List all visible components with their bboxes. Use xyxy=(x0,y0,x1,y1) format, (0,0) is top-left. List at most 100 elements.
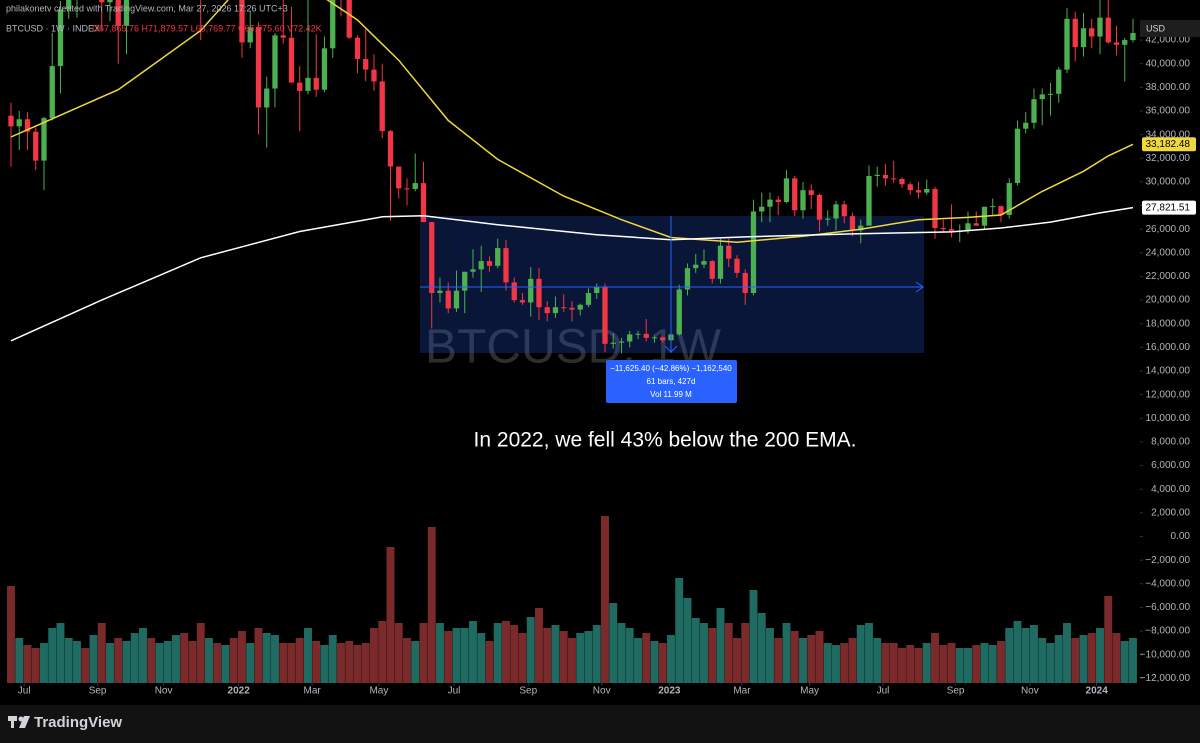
x-tick-label: 2022 xyxy=(228,686,251,697)
candle-body xyxy=(643,333,649,338)
y-tick-label: 32,000.00 xyxy=(1146,153,1191,164)
candle-body xyxy=(651,337,658,339)
candle-body xyxy=(313,77,319,90)
volume-bar xyxy=(460,628,469,683)
x-tick-label: Sep xyxy=(89,686,107,697)
volume-bar xyxy=(31,648,40,683)
candle-body xyxy=(346,0,352,38)
volume-bar xyxy=(799,638,807,683)
background xyxy=(0,0,1200,705)
y-tick-label: 0.00 xyxy=(1171,531,1191,542)
volume-bar xyxy=(1030,625,1038,683)
candle-body xyxy=(528,278,534,303)
candle-body xyxy=(387,131,394,167)
candle-body xyxy=(107,0,113,3)
volume-bar xyxy=(749,590,758,683)
x-tick-label: Sep xyxy=(947,686,965,697)
volume-bar xyxy=(328,635,337,683)
volume-bar xyxy=(592,625,601,683)
volume-bar xyxy=(122,641,131,683)
measure-change: −11,625.40 (−42.86%) −1,162,540 xyxy=(610,364,732,373)
y-tick-label: −2,000.00 xyxy=(1145,555,1190,566)
volume-bar xyxy=(81,648,90,683)
volume-bar xyxy=(675,578,684,683)
y-tick-label: −4,000.00 xyxy=(1145,578,1190,589)
volume-bar xyxy=(386,547,395,683)
candle-body xyxy=(437,290,443,294)
candle-body xyxy=(486,261,493,266)
volume-bar xyxy=(172,635,180,683)
volume-bar xyxy=(617,623,626,683)
candle-body xyxy=(998,206,1004,215)
y-tick-label: 16,000.00 xyxy=(1146,342,1191,353)
volume-bar xyxy=(427,527,436,683)
y-tick-label: 30,000.00 xyxy=(1146,177,1191,188)
volume-bar xyxy=(642,633,651,683)
volume-bar xyxy=(947,643,956,683)
x-tick-label: Sep xyxy=(519,686,537,697)
volume-bar xyxy=(625,628,634,683)
candle-body xyxy=(676,289,682,335)
volume-bar xyxy=(658,643,667,683)
candle-body xyxy=(816,194,823,220)
x-tick-label: Jul xyxy=(877,686,890,697)
candle-body xyxy=(577,304,583,310)
x-tick-label: 2023 xyxy=(658,686,681,697)
candle-body xyxy=(849,216,856,231)
volume-bar xyxy=(477,633,486,683)
candle-body xyxy=(24,119,31,132)
volume-bar xyxy=(708,628,717,683)
measure-volume: Vol 11.99 M xyxy=(650,390,692,399)
volume-bar xyxy=(262,633,271,683)
candle-body xyxy=(478,261,484,270)
candle-body xyxy=(495,248,501,266)
volume-bar xyxy=(1120,641,1129,683)
candle-body xyxy=(833,204,839,219)
y-tick-label: 22,000.00 xyxy=(1146,271,1191,282)
volume-bar xyxy=(1104,596,1113,683)
volume-bar xyxy=(584,631,593,683)
candle-body xyxy=(429,222,435,294)
candle-body xyxy=(775,199,781,202)
candle-body xyxy=(717,245,724,279)
volume-bar xyxy=(1054,635,1063,683)
volume-bar xyxy=(724,623,733,683)
footer-logo xyxy=(8,716,30,728)
x-tick-label: May xyxy=(369,686,388,697)
volume-bar xyxy=(163,641,172,683)
y-tick-label: 34,000.00 xyxy=(1146,129,1191,140)
candle-body xyxy=(66,0,72,10)
measure-bars: 61 bars, 427d xyxy=(647,377,696,386)
candle-body xyxy=(41,118,47,161)
candle-body xyxy=(948,229,955,232)
candle-body xyxy=(99,0,105,3)
candle-body xyxy=(536,278,542,308)
candle-body xyxy=(759,206,765,212)
candle-body xyxy=(379,81,385,132)
y-tick-label: 4,000.00 xyxy=(1151,484,1190,495)
volume-bar xyxy=(287,643,296,683)
over-layer: −11,625.40 (−42.86%) −1,162,540 61 bars,… xyxy=(6,3,1200,452)
volume-bar xyxy=(1021,628,1030,683)
candle-body xyxy=(1006,183,1012,215)
candle-body xyxy=(792,178,798,211)
candle-body xyxy=(445,290,451,309)
volume-bar xyxy=(964,648,972,683)
volume-bar xyxy=(972,645,981,683)
volume-bar xyxy=(320,645,329,683)
volume-bar xyxy=(898,648,906,683)
volume-bar xyxy=(1013,621,1022,683)
volume-bar xyxy=(997,641,1005,683)
candle-body xyxy=(882,174,889,179)
candle-body xyxy=(874,174,880,176)
volume-bar xyxy=(1079,635,1088,683)
volume-bar xyxy=(485,641,494,683)
candle-body xyxy=(701,261,707,265)
measure-box xyxy=(420,216,924,353)
candle-body xyxy=(363,58,369,70)
y-tick-label: 8,000.00 xyxy=(1151,437,1190,448)
candle-body xyxy=(404,188,410,190)
volume-bar xyxy=(7,586,15,683)
x-tick-label: Mar xyxy=(303,686,321,697)
volume-bar xyxy=(304,628,312,683)
